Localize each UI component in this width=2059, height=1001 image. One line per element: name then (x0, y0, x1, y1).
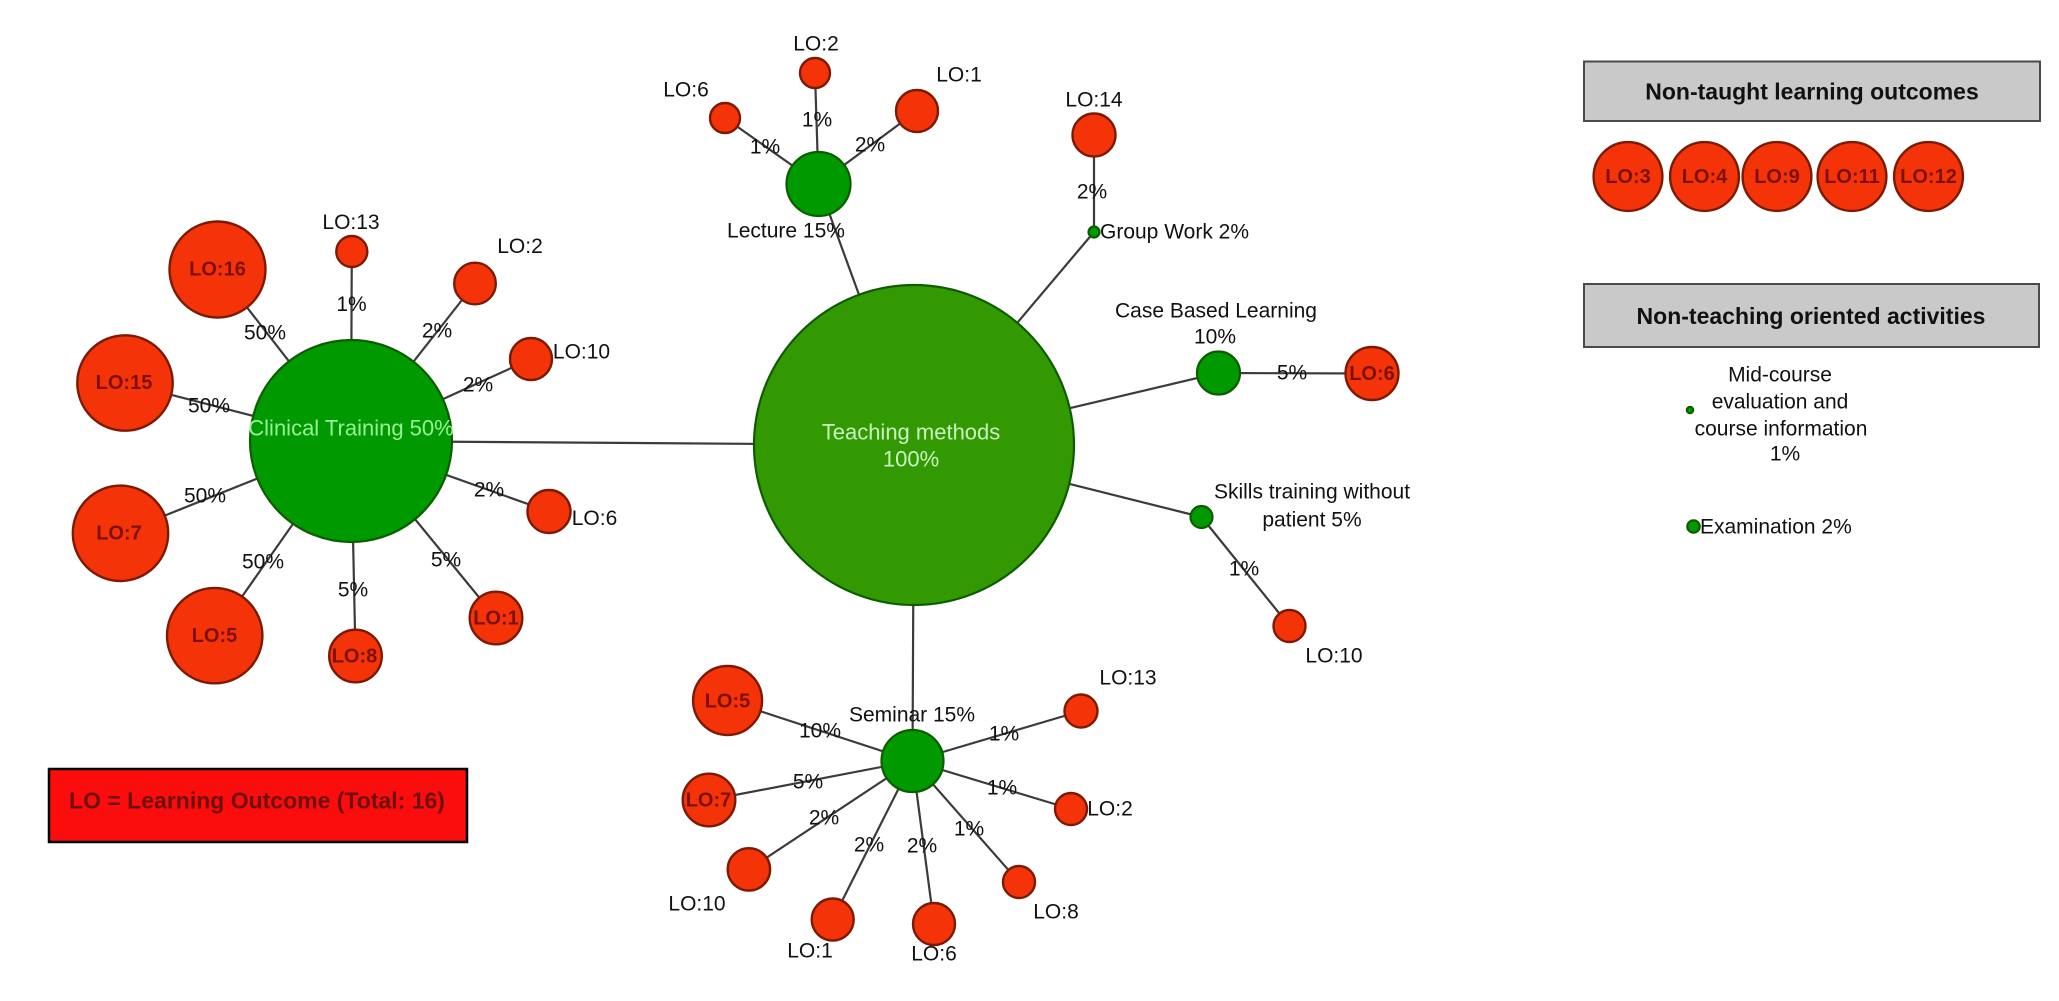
svg-text:LO:10: LO:10 (668, 893, 725, 916)
svg-text:5%: 5% (431, 549, 461, 572)
svg-text:LO:7: LO:7 (686, 790, 732, 812)
svg-text:LO:14: LO:14 (1065, 89, 1123, 112)
svg-text:Clinical Training 50%: Clinical Training 50% (248, 416, 453, 441)
svg-text:2%: 2% (809, 807, 839, 830)
svg-text:2%: 2% (1077, 181, 1107, 204)
svg-text:LO:13: LO:13 (1099, 667, 1156, 690)
svg-text:LO:8: LO:8 (332, 646, 378, 668)
svg-text:2%: 2% (474, 479, 504, 502)
svg-text:LO:13: LO:13 (322, 211, 379, 234)
svg-text:1%: 1% (802, 109, 832, 132)
svg-text:LO:6: LO:6 (572, 507, 618, 530)
svg-text:50%: 50% (242, 551, 284, 574)
svg-text:2%: 2% (855, 134, 885, 157)
svg-text:LO:5: LO:5 (705, 691, 751, 713)
svg-text:Skills training without: Skills training without (1214, 481, 1410, 504)
svg-text:LO:2: LO:2 (793, 33, 839, 56)
svg-text:LO:8: LO:8 (1033, 901, 1079, 924)
svg-text:Mid-course: Mid-course (1728, 364, 1832, 387)
svg-text:LO:5: LO:5 (192, 625, 238, 647)
svg-text:10%: 10% (1194, 326, 1236, 349)
svg-text:5%: 5% (338, 579, 368, 602)
svg-text:LO:1: LO:1 (473, 608, 519, 630)
svg-text:Non-teaching oriented activiti: Non-teaching oriented activities (1637, 303, 1986, 329)
svg-text:1%: 1% (954, 818, 984, 841)
svg-text:50%: 50% (244, 322, 286, 345)
svg-text:LO:2: LO:2 (497, 235, 543, 258)
svg-text:LO:12: LO:12 (1900, 166, 1957, 188)
svg-text:Non-taught learning outcomes: Non-taught learning outcomes (1645, 79, 1979, 105)
svg-text:course information: course information (1695, 418, 1868, 441)
svg-text:Teaching methods: Teaching methods (822, 420, 1001, 445)
svg-text:LO:3: LO:3 (1605, 166, 1651, 188)
svg-text:Group Work 2%: Group Work 2% (1100, 221, 1249, 244)
svg-text:Lecture 15%: Lecture 15% (727, 220, 845, 243)
svg-text:50%: 50% (184, 485, 226, 508)
svg-text:LO:1: LO:1 (936, 64, 982, 87)
svg-text:Seminar 15%: Seminar 15% (849, 704, 975, 727)
svg-text:5%: 5% (1277, 362, 1307, 385)
svg-text:1%: 1% (750, 136, 780, 159)
svg-text:LO:10: LO:10 (1305, 645, 1362, 668)
svg-text:50%: 50% (188, 395, 230, 418)
svg-text:LO:6: LO:6 (663, 79, 709, 102)
svg-text:2%: 2% (463, 374, 493, 397)
svg-text:LO:6: LO:6 (911, 943, 957, 966)
svg-text:1%: 1% (987, 777, 1017, 800)
svg-text:1%: 1% (1770, 443, 1800, 466)
svg-text:2%: 2% (907, 835, 937, 858)
svg-text:LO:1: LO:1 (787, 940, 833, 963)
svg-text:1%: 1% (336, 293, 366, 316)
svg-text:1%: 1% (1229, 558, 1259, 581)
svg-text:evaluation and: evaluation and (1712, 391, 1849, 414)
svg-text:LO:10: LO:10 (553, 341, 610, 364)
svg-text:LO:7: LO:7 (96, 523, 142, 545)
svg-text:patient 5%: patient 5% (1262, 509, 1361, 532)
svg-text:Case Based Learning: Case Based Learning (1115, 300, 1317, 323)
svg-text:LO:11: LO:11 (1824, 166, 1880, 188)
svg-text:LO:16: LO:16 (189, 259, 246, 281)
svg-text:10%: 10% (799, 720, 841, 743)
svg-text:LO:15: LO:15 (96, 372, 153, 394)
svg-text:2%: 2% (854, 834, 884, 857)
svg-text:LO:2: LO:2 (1087, 798, 1133, 821)
svg-text:1%: 1% (989, 723, 1019, 746)
svg-text:5%: 5% (793, 771, 823, 794)
svg-text:LO:9: LO:9 (1754, 166, 1800, 188)
svg-text:100%: 100% (883, 447, 939, 472)
svg-text:LO:4: LO:4 (1682, 166, 1728, 188)
svg-text:LO = Learning Outcome (Total:: LO = Learning Outcome (Total: 16) (69, 788, 445, 814)
svg-text:Examination 2%: Examination 2% (1700, 516, 1852, 539)
svg-text:2%: 2% (422, 320, 452, 343)
svg-text:LO:6: LO:6 (1349, 363, 1395, 385)
